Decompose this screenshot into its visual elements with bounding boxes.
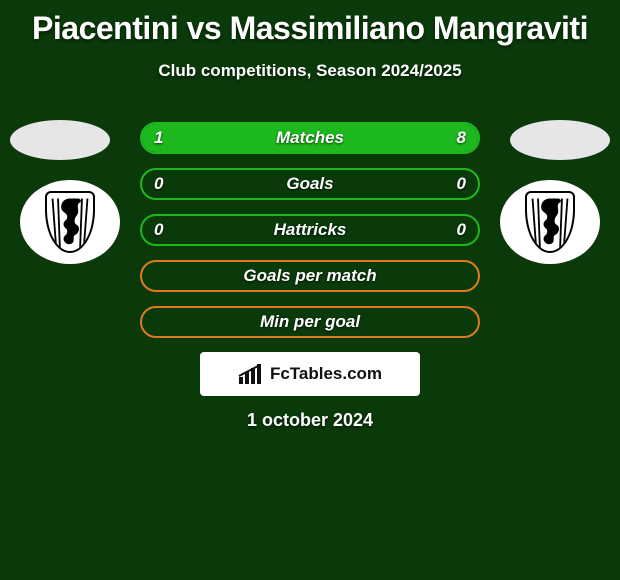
bar-label: Hattricks <box>142 220 478 240</box>
stat-bar: 1Matches8 <box>140 122 480 154</box>
left-player-photo-placeholder <box>10 120 110 160</box>
bar-label: Min per goal <box>142 312 478 332</box>
subtitle: Club competitions, Season 2024/2025 <box>0 61 620 81</box>
page-title: Piacentini vs Massimiliano Mangraviti <box>0 0 620 47</box>
right-club-badge <box>500 180 600 264</box>
bar-label: Goals per match <box>142 266 478 286</box>
bar-label: Matches <box>142 128 478 148</box>
left-club-badge <box>20 180 120 264</box>
right-player-photo-placeholder <box>510 120 610 160</box>
seahorse-icon <box>47 193 93 250</box>
seahorse-icon <box>527 193 573 250</box>
stat-bar: 0Goals0 <box>140 168 480 200</box>
bar-right-value: 0 <box>457 174 466 194</box>
bar-right-value: 8 <box>457 128 466 148</box>
bar-label: Goals <box>142 174 478 194</box>
logo-text: FcTables.com <box>270 364 382 384</box>
fctables-logo: FcTables.com <box>200 352 420 396</box>
date-text: 1 october 2024 <box>0 410 620 431</box>
stat-bar: 0Hattricks0 <box>140 214 480 246</box>
stat-bar: Min per goal <box>140 306 480 338</box>
stat-bar: Goals per match <box>140 260 480 292</box>
stats-bars: 1Matches80Goals00Hattricks0Goals per mat… <box>140 122 480 352</box>
bar-right-value: 0 <box>457 220 466 240</box>
bars-icon <box>238 363 264 385</box>
